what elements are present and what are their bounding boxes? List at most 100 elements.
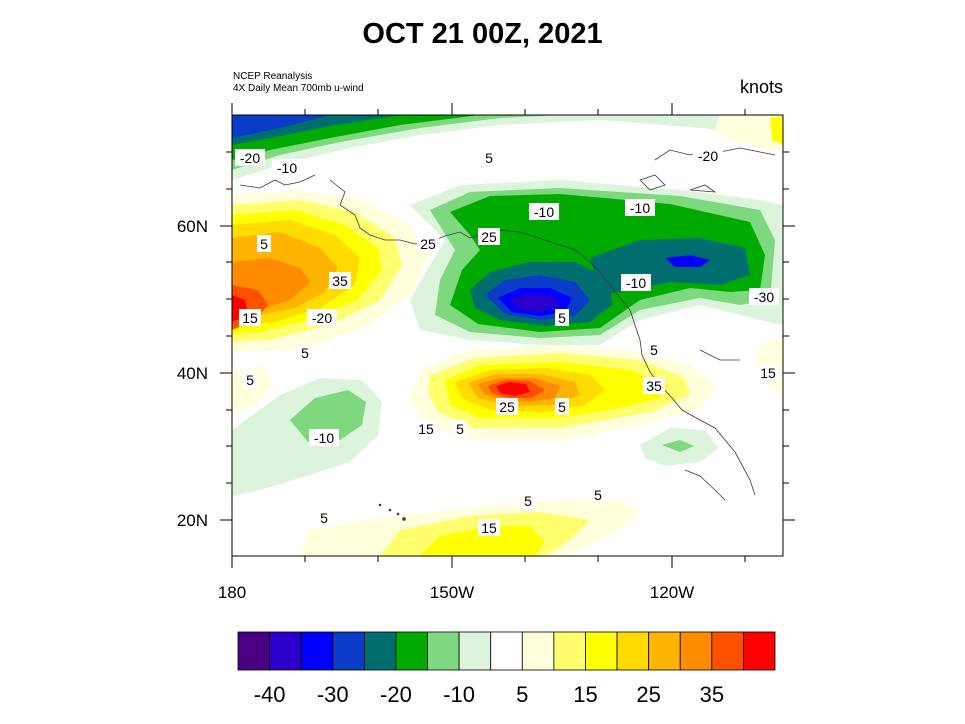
contour-label: -20 xyxy=(240,150,260,166)
contour-label-bg xyxy=(307,309,337,326)
units-label: knots xyxy=(739,77,783,97)
colorbar-swatch xyxy=(458,631,492,671)
contour-label: 5 xyxy=(485,150,493,166)
colorbar-swatch xyxy=(616,631,650,671)
colorbar-label: 5 xyxy=(516,682,528,707)
contour-label-bg xyxy=(329,272,351,289)
colorbar-label: 35 xyxy=(700,682,724,707)
contour-label-bg xyxy=(555,309,569,326)
contour-label-bg xyxy=(621,274,651,291)
contour-label: 5 xyxy=(558,399,566,415)
contour-label: 15 xyxy=(418,421,434,437)
contour-label: 5 xyxy=(558,310,566,326)
contour-label: 5 xyxy=(246,372,254,388)
contour-label: 5 xyxy=(594,487,602,503)
colorbar-label: 15 xyxy=(573,682,597,707)
contour-label: 5 xyxy=(650,342,658,358)
contour-label-bg xyxy=(243,371,257,388)
contour-label-bg xyxy=(625,199,655,216)
colorbar-swatch xyxy=(648,631,681,671)
contour-label-bg xyxy=(521,492,535,509)
contour-label-bg xyxy=(693,147,723,164)
contour-label-bg xyxy=(482,149,496,166)
contour-label-bg xyxy=(417,235,439,252)
contour-label: 5 xyxy=(301,345,309,361)
colorbar-swatch xyxy=(427,631,460,671)
lat-label-60n: 60N xyxy=(177,217,208,236)
contour-label: 15 xyxy=(760,365,776,381)
contour-label-bg xyxy=(647,341,661,358)
source-line-1: NCEP Reanalysis xyxy=(233,71,313,82)
colorbar-label: -40 xyxy=(254,682,286,707)
contour-label: 5 xyxy=(320,510,328,526)
contour-label: -10 xyxy=(630,200,650,216)
contour-label-bg xyxy=(298,344,312,361)
contour-label: 15 xyxy=(242,310,258,326)
hawaii-islands xyxy=(378,503,406,521)
contour-label: 35 xyxy=(332,273,348,289)
contour-label-bg xyxy=(555,398,569,415)
contour-label: 25 xyxy=(481,229,497,245)
colorbar-swatch xyxy=(553,631,586,671)
colorbar-swatch xyxy=(743,631,776,671)
lat-label-40n: 40N xyxy=(177,364,208,383)
contour-label-bg xyxy=(317,509,331,526)
map-title: OCT 21 00Z, 2021 xyxy=(362,18,603,50)
contour-label: -10 xyxy=(626,275,646,291)
colorbar-swatch xyxy=(490,631,523,671)
contour-label-bg xyxy=(239,309,261,326)
contour-fill xyxy=(232,115,783,556)
colorbar-swatch xyxy=(300,631,334,671)
colorbar: -40 -30 -20 -10 5 15 25 35 xyxy=(237,631,776,707)
contour-label-bg xyxy=(257,235,271,252)
lon-label-150w: 150W xyxy=(430,583,474,602)
contour-label-bg xyxy=(749,288,779,305)
colorbar-label: -10 xyxy=(443,682,475,707)
contour-label-bg xyxy=(235,149,265,166)
source-line-2: 4X Daily Mean 700mb u-wind xyxy=(233,83,364,94)
contour-label: 25 xyxy=(420,236,436,252)
contour-label-bg xyxy=(478,228,500,245)
colorbar-swatch xyxy=(363,631,397,671)
contour-label: 5 xyxy=(456,421,464,437)
contour-label-bg xyxy=(415,420,437,437)
colorbar-swatch xyxy=(679,631,713,671)
contour-label-bg xyxy=(529,203,559,220)
colorbar-label: -20 xyxy=(380,682,412,707)
contour-label: 5 xyxy=(260,236,268,252)
contour-label-bg xyxy=(272,159,302,176)
colorbar-swatch xyxy=(395,631,428,671)
contour-label-bg xyxy=(453,420,467,437)
contour-label-bg xyxy=(478,519,500,536)
lon-label-180: 180 xyxy=(218,583,246,602)
coastlines xyxy=(239,147,776,501)
contour-label: 5 xyxy=(524,493,532,509)
contour-label: -10 xyxy=(277,160,297,176)
contour-label: -20 xyxy=(698,148,718,164)
colorbar-swatch xyxy=(521,631,555,671)
contour-label: 15 xyxy=(481,520,497,536)
colorbar-swatch xyxy=(269,631,302,671)
axis-ticks xyxy=(220,103,795,568)
contour-label: -30 xyxy=(754,289,774,305)
contour-label-bg xyxy=(591,486,605,503)
lon-label-120w: 120W xyxy=(650,583,694,602)
colorbar-swatch xyxy=(711,631,744,671)
colorbar-swatch xyxy=(585,631,618,671)
contour-label: -10 xyxy=(314,430,334,446)
contour-label: -10 xyxy=(534,204,554,220)
colorbar-label: 25 xyxy=(636,682,660,707)
contour-label: 25 xyxy=(499,399,515,415)
contour-label: 35 xyxy=(646,378,662,394)
colorbar-swatch xyxy=(237,631,270,671)
contour-labels: -20 -10 5 -20 -10 -10 25 5 25 35 15 -20 -10 -30 5 5 5 5 15… xyxy=(235,147,779,536)
contour-label-bg xyxy=(643,377,665,394)
contour-label-bg xyxy=(309,429,339,446)
contour-label-bg xyxy=(496,398,518,415)
contour-label: -20 xyxy=(312,310,332,326)
colorbar-swatch xyxy=(332,631,365,671)
colorbar-label: -30 xyxy=(317,682,349,707)
lat-label-20n: 20N xyxy=(177,511,208,530)
contour-label-bg xyxy=(757,364,779,381)
